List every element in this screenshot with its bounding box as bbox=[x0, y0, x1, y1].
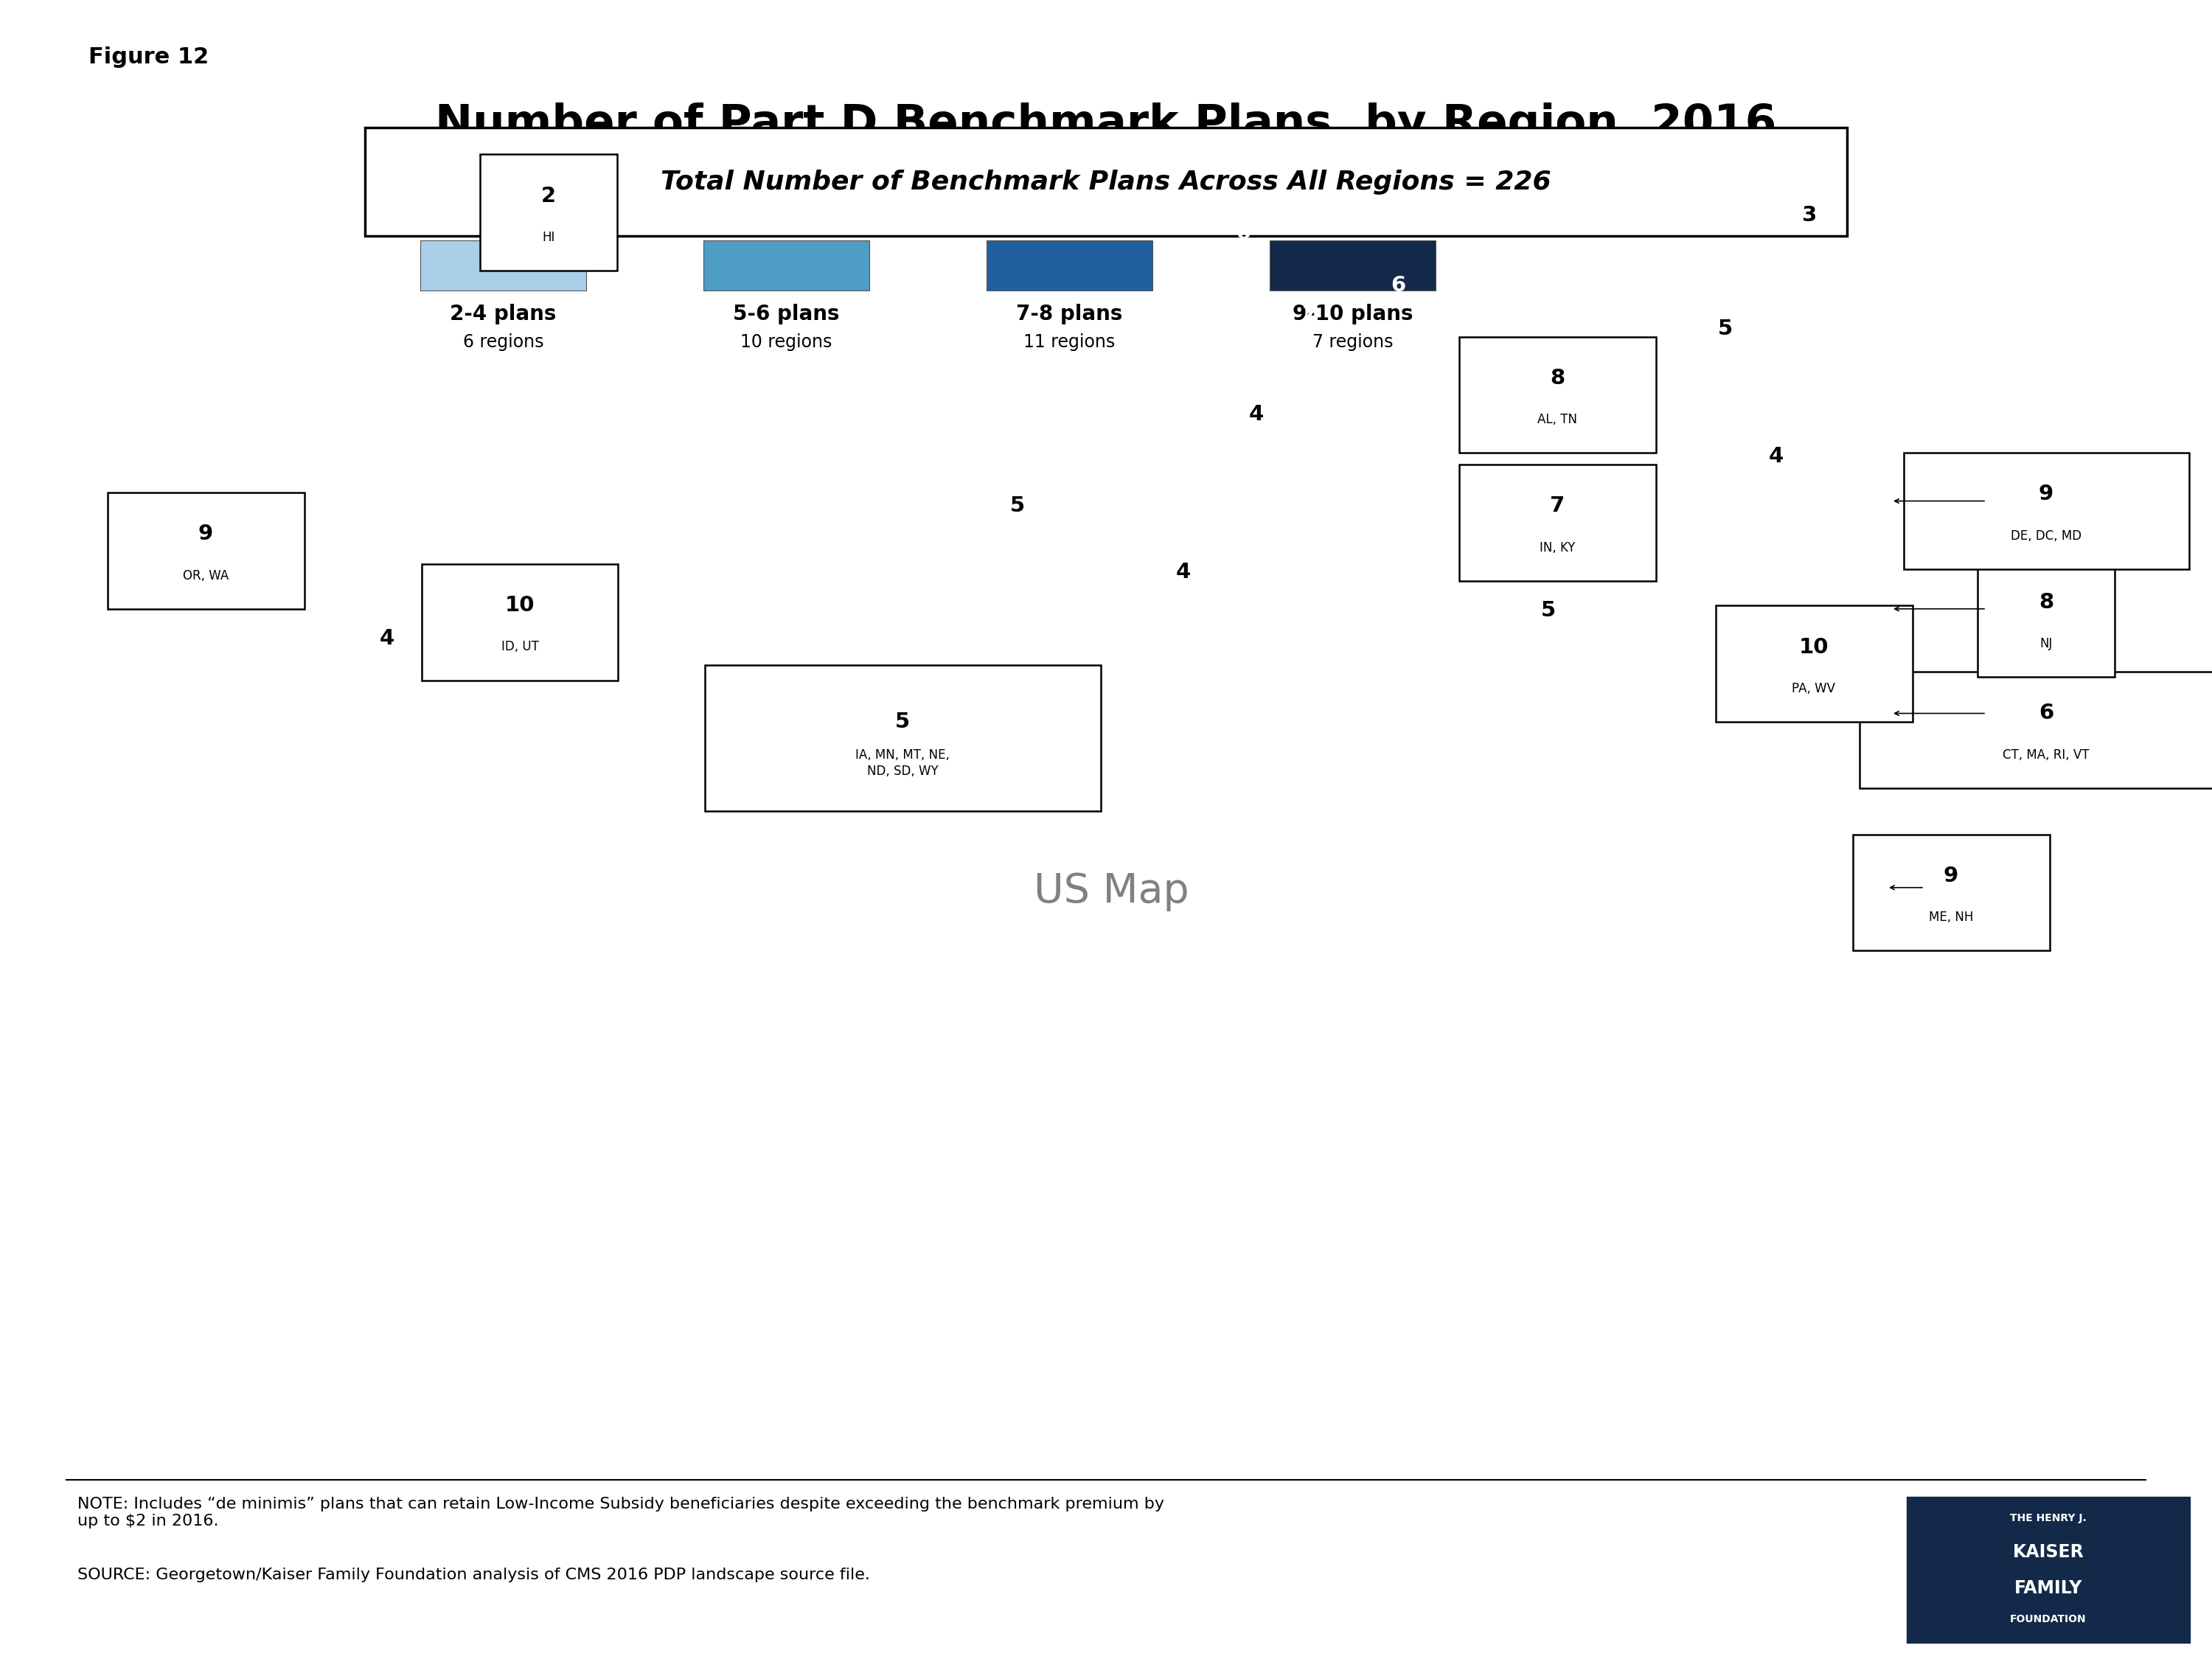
Text: 3: 3 bbox=[1803, 206, 1816, 226]
Text: 7: 7 bbox=[1303, 305, 1316, 325]
Text: 7: 7 bbox=[1703, 455, 1717, 474]
Text: AL, TN: AL, TN bbox=[1537, 413, 1577, 426]
Text: 5: 5 bbox=[1719, 319, 1732, 338]
Text: 4: 4 bbox=[1177, 562, 1190, 582]
Text: 8: 8 bbox=[918, 438, 931, 458]
FancyBboxPatch shape bbox=[1902, 453, 2188, 569]
Text: 6: 6 bbox=[1391, 275, 1405, 295]
Text: FAMILY: FAMILY bbox=[2015, 1579, 2081, 1598]
Text: 9-10 plans: 9-10 plans bbox=[1292, 304, 1413, 324]
Text: Figure 12: Figure 12 bbox=[88, 46, 208, 68]
Text: CT, MA, RI, VT: CT, MA, RI, VT bbox=[2002, 748, 2090, 761]
Text: 7: 7 bbox=[1551, 496, 1564, 516]
Text: 6: 6 bbox=[230, 192, 243, 212]
Text: 9: 9 bbox=[1316, 579, 1329, 599]
Text: IA, MN, MT, NE,
ND, SD, WY: IA, MN, MT, NE, ND, SD, WY bbox=[856, 748, 949, 778]
Text: FOUNDATION: FOUNDATION bbox=[2011, 1614, 2086, 1624]
Text: 4: 4 bbox=[380, 629, 394, 649]
Text: 4: 4 bbox=[1770, 446, 1783, 466]
Text: OR, WA: OR, WA bbox=[184, 569, 228, 582]
Text: 9: 9 bbox=[1944, 866, 1958, 886]
FancyBboxPatch shape bbox=[1460, 465, 1655, 581]
Text: DE, DC, MD: DE, DC, MD bbox=[2011, 529, 2081, 542]
FancyBboxPatch shape bbox=[1854, 834, 2048, 951]
Text: NJ: NJ bbox=[2039, 637, 2053, 650]
Text: SOURCE: Georgetown/Kaiser Family Foundation analysis of CMS 2016 PDP landscape s: SOURCE: Georgetown/Kaiser Family Foundat… bbox=[77, 1568, 869, 1583]
Text: 2: 2 bbox=[542, 186, 555, 206]
Text: 2-4 plans: 2-4 plans bbox=[449, 304, 557, 324]
Text: ID, UT: ID, UT bbox=[502, 640, 538, 654]
FancyBboxPatch shape bbox=[420, 564, 617, 680]
Text: 7-8 plans: 7-8 plans bbox=[1015, 304, 1124, 324]
Text: 6: 6 bbox=[263, 728, 276, 748]
Text: ME, NH: ME, NH bbox=[1929, 911, 1973, 924]
Text: Total Number of Benchmark Plans Across All Regions = 226: Total Number of Benchmark Plans Across A… bbox=[661, 169, 1551, 196]
FancyBboxPatch shape bbox=[1717, 606, 1911, 722]
FancyBboxPatch shape bbox=[365, 128, 1847, 236]
Text: PA, WV: PA, WV bbox=[1792, 682, 1836, 695]
Text: 8: 8 bbox=[1551, 368, 1564, 388]
Text: 5: 5 bbox=[1011, 496, 1024, 516]
Text: 6: 6 bbox=[2039, 703, 2053, 723]
Text: KAISER: KAISER bbox=[2013, 1543, 2084, 1561]
FancyBboxPatch shape bbox=[703, 665, 1102, 811]
Text: 4: 4 bbox=[1250, 405, 1263, 425]
Bar bbox=[987, 241, 1152, 290]
Text: 5-6 plans: 5-6 plans bbox=[732, 304, 841, 324]
Text: 8: 8 bbox=[1482, 695, 1495, 715]
Text: NOTE: Includes “de minimis” plans that can retain Low-Income Subsidy beneficiari: NOTE: Includes “de minimis” plans that c… bbox=[77, 1496, 1164, 1528]
Text: 10: 10 bbox=[555, 463, 586, 483]
Text: 7: 7 bbox=[1659, 551, 1672, 571]
Text: 6: 6 bbox=[801, 546, 814, 566]
Bar bbox=[1270, 241, 1436, 290]
Bar bbox=[1907, 1496, 2190, 1642]
Text: 10: 10 bbox=[504, 596, 535, 615]
Text: IN, KY: IN, KY bbox=[1540, 541, 1575, 554]
Text: 7 regions: 7 regions bbox=[1312, 333, 1394, 352]
Bar bbox=[420, 241, 586, 290]
FancyBboxPatch shape bbox=[1460, 337, 1655, 453]
Text: US Map: US Map bbox=[1033, 873, 1190, 912]
Text: THE HENRY J.: THE HENRY J. bbox=[2011, 1513, 2086, 1523]
FancyBboxPatch shape bbox=[1978, 561, 2115, 677]
Text: 10 regions: 10 regions bbox=[741, 333, 832, 352]
Text: 6 regions: 6 regions bbox=[462, 333, 544, 352]
Text: 8: 8 bbox=[1237, 231, 1250, 251]
Text: 9: 9 bbox=[2039, 484, 2053, 504]
Text: 6: 6 bbox=[1084, 405, 1097, 425]
FancyBboxPatch shape bbox=[1858, 672, 2212, 788]
Text: HI: HI bbox=[542, 231, 555, 244]
FancyBboxPatch shape bbox=[480, 154, 617, 270]
Text: 7: 7 bbox=[1416, 740, 1429, 760]
Text: 9: 9 bbox=[199, 524, 212, 544]
Text: 10: 10 bbox=[1798, 637, 1829, 657]
Bar bbox=[703, 241, 869, 290]
Text: 11 regions: 11 regions bbox=[1024, 333, 1115, 352]
Text: Number of Part D Benchmark Plans, by Region, 2016: Number of Part D Benchmark Plans, by Reg… bbox=[436, 103, 1776, 146]
Text: 5: 5 bbox=[1542, 601, 1555, 620]
Text: 8: 8 bbox=[1770, 723, 1783, 743]
Text: 8: 8 bbox=[2039, 592, 2053, 612]
Text: 5: 5 bbox=[896, 712, 909, 732]
FancyBboxPatch shape bbox=[106, 493, 305, 609]
